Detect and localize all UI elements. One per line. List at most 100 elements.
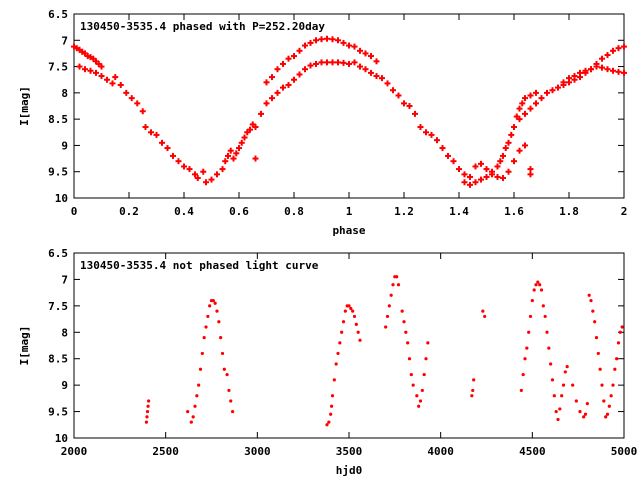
data-point [396, 283, 401, 287]
data-point [544, 89, 550, 96]
y-tick-label: 8.5 [48, 353, 68, 366]
data-point [527, 92, 534, 99]
data-point [534, 283, 538, 287]
data-point [594, 335, 599, 340]
data-point [349, 306, 353, 311]
data-point [241, 134, 248, 141]
data-point [358, 338, 362, 342]
data-point [146, 404, 150, 408]
data-point [560, 79, 567, 86]
data-point [533, 100, 539, 107]
data-point [406, 103, 413, 109]
data-point [472, 179, 479, 186]
data-point [373, 73, 380, 80]
data-point [274, 89, 281, 96]
data-point [219, 335, 223, 340]
data-point [200, 168, 207, 175]
data-point [87, 67, 94, 74]
data-point [109, 80, 116, 87]
data-point [611, 383, 615, 387]
data-point [516, 147, 523, 154]
data-point [368, 69, 374, 76]
data-point [420, 388, 424, 393]
data-point [186, 409, 190, 414]
data-point [616, 341, 621, 345]
data-point [302, 66, 308, 73]
x-tick-label: 0.2 [119, 205, 139, 218]
data-point [252, 124, 259, 131]
data-point [478, 160, 484, 167]
data-point [456, 166, 462, 173]
data-point [343, 309, 347, 313]
data-point [217, 320, 221, 324]
data-point [538, 283, 542, 287]
data-point [222, 158, 229, 165]
data-point [227, 388, 231, 393]
y-tick-label: 8 [61, 326, 68, 339]
data-point [609, 394, 613, 398]
x-tick-label: 4000 [427, 445, 454, 458]
data-point [550, 378, 555, 382]
x-tick-label: 5000 [611, 445, 638, 458]
data-point [395, 275, 399, 279]
data-point [481, 309, 485, 313]
data-point [391, 283, 395, 287]
data-point [605, 412, 610, 416]
y-tick-label: 9 [61, 379, 68, 392]
data-point [296, 47, 303, 54]
data-point [189, 420, 193, 424]
data-point [533, 89, 539, 96]
data-point [565, 365, 569, 369]
x-tick-label: 3000 [244, 445, 271, 458]
data-point [318, 36, 325, 43]
data-point [571, 383, 575, 387]
data-point [563, 370, 567, 374]
data-point [252, 155, 259, 162]
data-point [307, 62, 314, 69]
data-point [214, 171, 220, 178]
data-point [373, 58, 380, 65]
data-point [117, 81, 124, 88]
data-point [229, 399, 233, 403]
x-tick-label: 0.4 [174, 205, 194, 218]
data-point [585, 402, 589, 406]
data-point [411, 383, 415, 387]
data-point [208, 304, 212, 308]
data-point [247, 126, 253, 133]
data-point [409, 372, 413, 377]
data-point [615, 68, 622, 75]
data-point [280, 84, 286, 91]
data-point [615, 357, 619, 361]
data-point [198, 367, 203, 371]
data-point [340, 59, 347, 66]
data-point [602, 399, 606, 403]
data-point [329, 404, 334, 408]
x-axis-label: phase [332, 224, 365, 237]
data-point [195, 394, 199, 398]
data-point [527, 166, 534, 173]
data-point [123, 89, 130, 96]
data-point [346, 60, 352, 67]
data-point [204, 325, 208, 329]
data-point [505, 168, 512, 175]
data-point [227, 147, 234, 154]
chart-title: 130450-3535.4 phased with P=252.20day [80, 20, 325, 33]
data-point [145, 415, 149, 419]
data-point [502, 145, 509, 152]
data-point [98, 73, 105, 80]
data-point [497, 158, 504, 165]
data-point [233, 150, 240, 157]
y-tick-label: 7 [61, 34, 68, 47]
data-point [588, 66, 594, 73]
data-point [461, 171, 468, 178]
x-tick-label: 1 [346, 205, 353, 218]
data-point [203, 179, 209, 186]
data-point [522, 142, 528, 149]
data-point [208, 176, 215, 183]
data-point [144, 420, 149, 424]
data-point [313, 37, 319, 44]
data-point [225, 152, 231, 159]
data-point [341, 320, 346, 324]
data-point [324, 35, 330, 42]
